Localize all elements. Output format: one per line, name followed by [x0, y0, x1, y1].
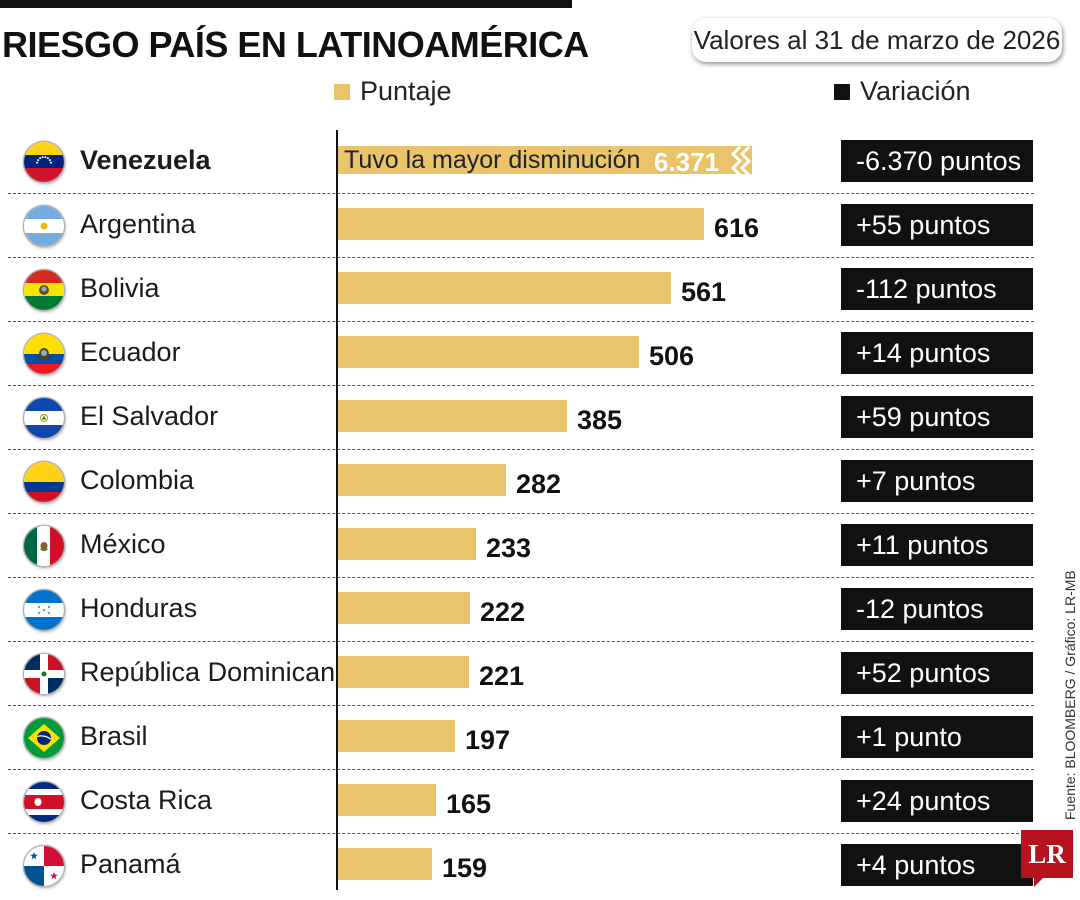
- variation-badge: +24 puntos: [841, 780, 1033, 822]
- variation-badge: -6.370 puntos: [841, 140, 1033, 182]
- variation-badge: +4 puntos: [841, 844, 1033, 886]
- chart-row: Honduras 222 -12 puntos: [0, 578, 1040, 642]
- row-separator: [8, 577, 1034, 578]
- top-rule: [0, 0, 572, 8]
- chart-row: El Salvador 385 +59 puntos: [0, 386, 1040, 450]
- data-label: 506: [649, 341, 695, 371]
- chart-row: México 233 +11 puntos: [0, 514, 1040, 578]
- panama-flag-icon: [24, 846, 64, 886]
- row-separator: [8, 641, 1034, 642]
- row-separator: [8, 769, 1034, 770]
- country-label: Venezuela: [80, 145, 211, 175]
- data-label: 6.371: [654, 147, 720, 177]
- data-label: 616: [714, 213, 760, 243]
- mexico-flag-icon: [24, 526, 64, 566]
- row-separator: [8, 193, 1034, 194]
- bar: [338, 656, 469, 688]
- variation-badge: +1 punto: [841, 716, 1033, 758]
- lr-logo-tail: [1034, 877, 1044, 887]
- country-label: Panamá: [80, 849, 181, 879]
- variation-badge: +11 puntos: [841, 524, 1033, 566]
- variation-badge: +59 puntos: [841, 396, 1033, 438]
- legend-score-swatch: [334, 83, 350, 100]
- bar: [338, 592, 470, 624]
- chart-row: Brasil 197 +1 punto: [0, 706, 1040, 770]
- country-label: Honduras: [80, 593, 198, 623]
- bar: [338, 848, 432, 880]
- data-label: 197: [465, 725, 511, 755]
- variation-badge: -12 puntos: [841, 588, 1033, 630]
- chart-row: Panamá 159 +4 puntos: [0, 834, 1040, 898]
- chart-row: Costa Rica 165 +24 puntos: [0, 770, 1040, 834]
- bar: [338, 784, 436, 816]
- variation-badge: +14 puntos: [841, 332, 1033, 374]
- data-label: 233: [486, 533, 532, 563]
- brazil-flag-icon: [24, 718, 64, 758]
- chart-row: República Dominicana 221 +52 puntos: [0, 642, 1040, 706]
- variation-badge: +55 puntos: [841, 204, 1033, 246]
- variation-badge: +7 puntos: [841, 460, 1033, 502]
- colombia-flag-icon: [24, 462, 64, 502]
- chart-title: RIESGO PAÍS EN LATINOAMÉRICA: [2, 24, 589, 65]
- row-separator: [8, 257, 1034, 258]
- dominican-republic-flag-icon: [24, 654, 64, 694]
- row-separator: [8, 449, 1034, 450]
- source-note: Fuente: BLOOMBERG / Gráfico: LR-MB: [1062, 570, 1078, 820]
- chart-row: Colombia 282 +7 puntos: [0, 450, 1040, 514]
- country-label: El Salvador: [80, 401, 219, 431]
- chart-row: Ecuador 506 +14 puntos: [0, 322, 1040, 386]
- legend-score: Puntaje: [334, 76, 452, 107]
- variation-badge: -112 puntos: [841, 268, 1033, 310]
- bar: [338, 400, 567, 432]
- country-label: República Dominicana: [80, 657, 351, 687]
- variation-badge: +52 puntos: [841, 652, 1033, 694]
- country-label: México: [80, 529, 166, 559]
- data-label: 561: [681, 277, 727, 307]
- chart-axis-line: [336, 130, 338, 890]
- country-label: Colombia: [80, 465, 195, 495]
- bar: [338, 272, 671, 304]
- row-separator: [8, 833, 1034, 834]
- chart-row: Argentina 616 +55 puntos: [0, 194, 1040, 258]
- ecuador-flag-icon: [24, 334, 64, 374]
- row-separator: [8, 321, 1034, 322]
- data-label: 221: [479, 661, 525, 691]
- bar-annotation: Tuvo la mayor disminución: [344, 146, 641, 174]
- data-label: 165: [446, 789, 492, 819]
- country-label: Bolivia: [80, 273, 160, 303]
- country-label: Argentina: [80, 209, 196, 239]
- venezuela-flag-icon: [24, 142, 64, 182]
- bolivia-flag-icon: [24, 270, 64, 310]
- data-label: 222: [480, 597, 526, 627]
- legend-change: Variación: [834, 76, 971, 107]
- row-separator: [8, 705, 1034, 706]
- date-note: Valores al 31 de marzo de 2026: [692, 18, 1062, 62]
- chart-row: Venezuela Tuvo la mayor disminución 6.371 -…: [0, 130, 1040, 194]
- country-label: Ecuador: [80, 337, 181, 367]
- data-label: 159: [442, 853, 488, 883]
- bar: [338, 720, 455, 752]
- legend-change-swatch: [834, 83, 850, 100]
- costa-rica-flag-icon: [24, 782, 64, 822]
- chart-row: Bolivia 561 -112 puntos: [0, 258, 1040, 322]
- axis-break-icon: [730, 146, 752, 176]
- data-label: 282: [516, 469, 562, 499]
- row-separator: [8, 513, 1034, 514]
- legend-change-label: Variación: [860, 76, 971, 106]
- lr-logo: LR: [1021, 830, 1073, 878]
- country-label: Brasil: [80, 721, 148, 751]
- legend-score-label: Puntaje: [360, 76, 452, 106]
- bar: [338, 528, 476, 560]
- bar: [338, 208, 704, 240]
- bar: [338, 336, 639, 368]
- data-label: 385: [577, 405, 623, 435]
- honduras-flag-icon: [24, 590, 64, 630]
- country-label: Costa Rica: [80, 785, 213, 815]
- el-salvador-flag-icon: [24, 398, 64, 438]
- bar: [338, 146, 752, 174]
- argentina-flag-icon: [24, 206, 64, 246]
- row-separator: [8, 385, 1034, 386]
- bar: [338, 464, 506, 496]
